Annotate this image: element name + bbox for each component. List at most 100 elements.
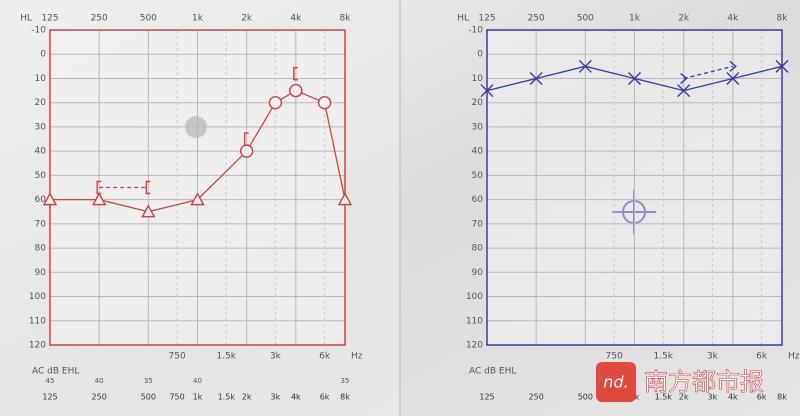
footer-freq: 8k <box>777 393 787 402</box>
y-axis-label: HL <box>20 14 32 24</box>
y-tick-label: 0 <box>40 50 46 60</box>
watermark: 南方都市报 <box>644 368 764 396</box>
footer-freq: 2k <box>242 393 252 402</box>
x-tick-label: 3k <box>270 352 282 362</box>
triangle-marker <box>91 192 107 206</box>
footer-freq: 4k <box>291 393 301 402</box>
x-tick-label: 125 <box>478 14 495 24</box>
y-tick-label: 100 <box>466 292 483 302</box>
footer-freq: 500 <box>578 393 593 402</box>
y-tick-label: 60 <box>35 195 47 205</box>
masking-value: 40 <box>95 377 104 385</box>
x-tick-label: 1k <box>192 14 204 24</box>
x-tick-label: 6k <box>319 352 331 362</box>
y-tick-label: -10 <box>31 26 46 36</box>
x-marker <box>726 71 740 85</box>
y-tick-label: 10 <box>35 74 47 84</box>
footer-freq: 1.5k <box>218 393 236 402</box>
masking-value: 35 <box>144 377 153 385</box>
y-tick-label: 40 <box>472 147 484 157</box>
footer-freq: 250 <box>92 393 107 402</box>
footer-freq: 6k <box>757 393 767 402</box>
x-marker <box>529 71 543 85</box>
plot-frame <box>49 29 346 346</box>
legend-text: AC dB EHL <box>32 367 79 377</box>
y-tick-label: 90 <box>35 268 47 278</box>
footer-freq: 125 <box>479 393 494 402</box>
logo-box <box>596 362 636 402</box>
y-tick-label: 20 <box>35 98 47 108</box>
footer-freq: 750 <box>169 393 184 402</box>
legend-text: AC dB EHL <box>469 367 516 377</box>
x-tick-label: 1k <box>629 14 641 24</box>
y-tick-label: 90 <box>472 268 484 278</box>
footer-freq: 6k <box>320 393 330 402</box>
y-tick-label: -10 <box>468 26 483 36</box>
y-tick-label: 100 <box>29 292 46 302</box>
logo: nd. <box>603 373 628 392</box>
x-unit: Hz <box>788 352 800 362</box>
x-tick-label: 500 <box>140 14 157 24</box>
x-tick-label: 1.5k <box>216 352 236 362</box>
x-tick-label: 500 <box>577 14 594 24</box>
x-tick-label: 4k <box>727 14 739 24</box>
footer-freq: 4k <box>728 393 738 402</box>
x-tick-label: 2k <box>678 14 690 24</box>
y-tick-label: 30 <box>35 122 47 132</box>
x-marker <box>775 59 789 73</box>
y-tick-label: 120 <box>466 341 483 351</box>
x-marker <box>677 84 691 98</box>
footer-freq: 3k <box>708 393 718 402</box>
x-tick-label: 125 <box>41 14 58 24</box>
gt-marker <box>680 72 688 84</box>
y-tick-label: 80 <box>35 244 47 254</box>
plot-frame <box>486 29 783 346</box>
x-tick-label: 4k <box>290 14 302 24</box>
circle-marker <box>317 95 332 110</box>
x-marker <box>628 71 641 85</box>
footer-freq: 1k <box>193 393 203 402</box>
y-tick-label: 0 <box>477 50 483 60</box>
y-axis-label: HL <box>457 14 469 24</box>
x-tick-label: 6k <box>756 352 768 362</box>
y-tick-label: 10 <box>472 74 484 84</box>
y-tick-label: 110 <box>29 316 46 326</box>
footer-freq: 3k <box>271 393 281 402</box>
series-line <box>683 65 733 80</box>
y-tick-label: 40 <box>35 147 47 157</box>
footer-freq: 2k <box>679 393 689 402</box>
triangle-marker <box>190 192 205 206</box>
footer-freq: 1.5k <box>655 393 673 402</box>
x-tick-label: 750 <box>606 352 623 362</box>
triangle-marker <box>141 204 156 218</box>
x-marker <box>578 59 592 73</box>
y-tick-label: 80 <box>472 244 484 254</box>
x-tick-label: 250 <box>91 14 108 24</box>
footer-freq: 125 <box>42 393 57 402</box>
x-tick-label: 250 <box>528 14 545 24</box>
bracket-marker <box>96 180 102 195</box>
bracket-marker <box>243 132 249 146</box>
y-tick-label: 110 <box>466 316 483 326</box>
bracket-marker <box>145 180 151 195</box>
y-tick-label: 70 <box>472 219 484 229</box>
y-tick-label: 120 <box>29 341 46 351</box>
y-tick-label: 20 <box>472 98 484 108</box>
y-tick-label: 30 <box>472 122 484 132</box>
footer-freq: 250 <box>529 393 544 402</box>
circle-marker <box>239 144 254 158</box>
x-tick-label: 1.5k <box>653 352 673 362</box>
y-tick-label: 50 <box>472 171 484 181</box>
triangle-marker <box>337 192 353 206</box>
circle-marker <box>289 83 303 98</box>
y-tick-label: 70 <box>35 219 47 229</box>
x-tick-label: 2k <box>241 14 253 24</box>
circle-marker <box>268 95 283 110</box>
x-tick-label: 750 <box>169 352 186 362</box>
footer-freq: 500 <box>141 393 156 402</box>
x-tick-label: 3k <box>707 352 719 362</box>
masking-value: 40 <box>193 377 202 385</box>
footer-freq: 8k <box>340 393 350 402</box>
triangle-marker <box>42 192 58 206</box>
